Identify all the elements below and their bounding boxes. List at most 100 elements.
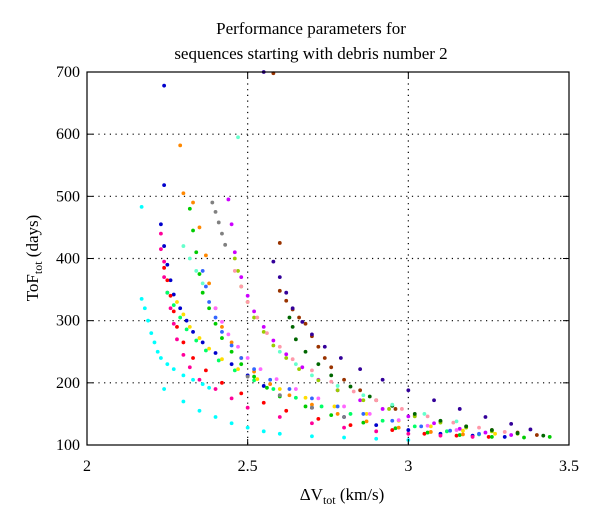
data-point xyxy=(191,356,195,360)
data-point xyxy=(229,421,234,426)
data-point xyxy=(203,368,208,373)
data-point xyxy=(168,306,173,311)
data-point xyxy=(175,324,179,329)
x-tick-labels: 2 2.5 3 3.5 xyxy=(83,458,579,475)
data-point xyxy=(428,424,433,429)
data-point xyxy=(184,327,189,332)
data-series xyxy=(178,143,465,437)
data-point xyxy=(245,293,250,298)
data-point xyxy=(303,321,308,326)
data-point xyxy=(229,222,234,227)
data-point xyxy=(162,387,167,391)
data-point xyxy=(197,336,202,340)
data-point xyxy=(245,374,250,379)
data-point xyxy=(261,400,266,405)
data-point xyxy=(457,407,462,411)
data-point xyxy=(171,367,176,372)
data-point xyxy=(239,356,244,360)
data-point xyxy=(348,423,353,428)
data-point xyxy=(293,387,298,391)
data-point xyxy=(322,356,327,360)
data-point xyxy=(194,338,199,343)
y-axis-label: ToFtot (days) xyxy=(23,215,45,302)
data-point xyxy=(422,431,427,436)
data-point xyxy=(142,306,147,311)
data-point xyxy=(284,290,289,295)
data-point xyxy=(197,272,202,276)
data-series xyxy=(200,269,481,436)
data-point xyxy=(258,367,263,372)
data-point xyxy=(310,396,314,401)
data-point xyxy=(268,377,273,382)
data-point xyxy=(162,265,167,270)
data-point xyxy=(380,407,385,411)
data-point xyxy=(303,349,308,354)
data-point xyxy=(310,332,314,337)
data-point xyxy=(310,368,314,373)
data-point xyxy=(332,404,337,409)
data-point xyxy=(297,367,301,372)
y-tick-label: 400 xyxy=(56,251,80,268)
data-point xyxy=(432,398,436,403)
x-tick-label: 2 xyxy=(83,458,91,475)
data-point xyxy=(406,428,411,432)
data-point xyxy=(284,298,289,303)
data-point xyxy=(277,241,282,245)
data-point xyxy=(541,433,546,438)
data-point xyxy=(197,377,202,382)
data-point xyxy=(194,269,199,273)
data-point xyxy=(477,425,481,430)
data-point xyxy=(303,395,308,400)
data-point xyxy=(287,393,292,398)
data-point xyxy=(271,259,276,264)
data-point xyxy=(329,365,334,370)
data-point xyxy=(390,428,395,432)
data-point xyxy=(300,320,305,324)
data-point xyxy=(493,431,497,436)
data-point xyxy=(162,183,167,188)
data-point xyxy=(483,415,488,419)
data-point xyxy=(252,315,256,320)
data-point xyxy=(191,228,195,233)
data-point xyxy=(245,356,250,360)
data-point xyxy=(226,332,231,337)
data-point xyxy=(293,337,298,342)
data-point xyxy=(303,404,308,409)
data-point xyxy=(181,312,186,317)
data-point xyxy=(277,415,282,419)
data-point xyxy=(489,435,494,439)
data-point xyxy=(310,402,314,407)
data-series xyxy=(159,83,507,439)
data-point xyxy=(457,426,462,431)
data-point xyxy=(236,135,240,140)
data-point xyxy=(245,425,250,430)
data-point xyxy=(146,318,150,323)
data-series xyxy=(210,200,346,419)
data-point xyxy=(396,418,401,423)
data-point xyxy=(229,340,234,345)
data-point xyxy=(187,324,192,329)
data-point xyxy=(277,344,282,349)
y-tick-label: 500 xyxy=(56,188,80,205)
data-point xyxy=(194,250,199,255)
data-point xyxy=(361,412,366,416)
data-point xyxy=(162,244,167,248)
data-point xyxy=(277,275,282,280)
data-point xyxy=(162,259,167,264)
data-point xyxy=(178,306,183,311)
data-point xyxy=(165,278,170,283)
data-point xyxy=(444,429,449,434)
data-point xyxy=(316,378,321,383)
data-point xyxy=(274,377,279,382)
data-point xyxy=(502,435,507,439)
data-series xyxy=(226,197,514,437)
data-point xyxy=(322,344,327,349)
data-point xyxy=(374,423,379,428)
data-point xyxy=(159,247,163,252)
data-point xyxy=(159,356,163,360)
data-series xyxy=(232,269,507,434)
data-point xyxy=(271,387,276,391)
y-tick-label: 200 xyxy=(56,375,80,392)
axis-ticks xyxy=(86,71,570,446)
x-tick-label: 3.5 xyxy=(559,458,579,475)
